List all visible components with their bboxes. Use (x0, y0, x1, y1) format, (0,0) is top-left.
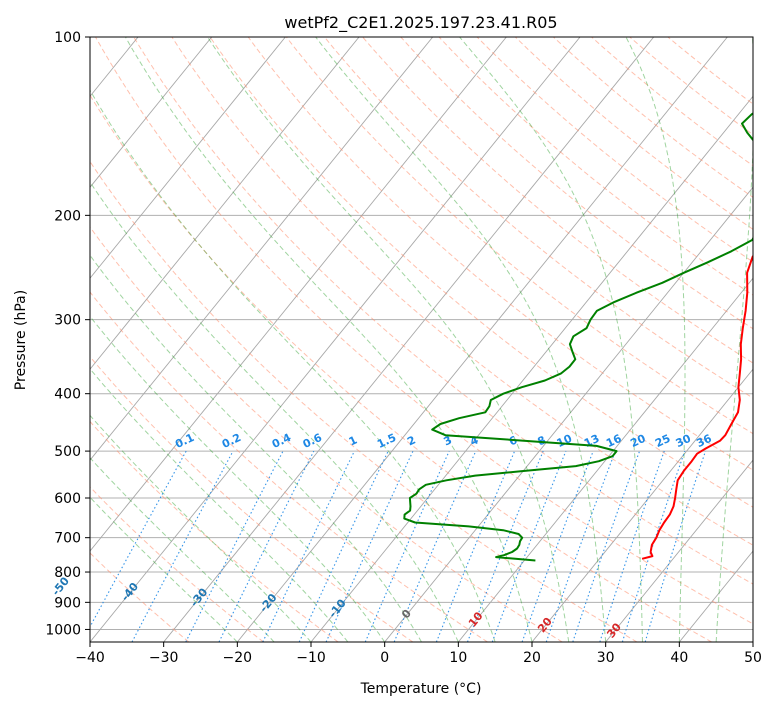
x-axis: −40 −30 −20 −10 0 10 20 30 40 50 (75, 642, 762, 666)
mixing-ratio-line (545, 450, 616, 642)
y-tick-label: 500 (54, 444, 81, 460)
x-axis-label: Temperature (°C) (360, 681, 482, 697)
x-tick-label: 20 (523, 650, 541, 666)
x-tick-label: 50 (744, 650, 762, 666)
isotherm-line (531, 368, 753, 642)
isotherm-line (384, 186, 753, 642)
dry-adiabat (95, 37, 753, 625)
mixing-ratio-line (491, 450, 567, 642)
isotherm-line (90, 37, 434, 461)
mixing-ratio-label: 10 (555, 432, 575, 450)
mixing-ratio-line (621, 450, 686, 642)
moist-adiabat (90, 89, 496, 642)
mixing-ratio-line (521, 450, 594, 642)
y-tick-label: 900 (54, 595, 81, 611)
mixing-ratio-line (185, 450, 284, 642)
isotherm-line (90, 37, 213, 188)
x-tick-label: 30 (597, 650, 615, 666)
y-axis: 100 200 300 400 500 600 700 800 900 1000 (45, 30, 90, 638)
mixing-ratio-line (572, 450, 641, 642)
y-tick-label: 400 (54, 387, 81, 403)
moist-adiabat (207, 37, 570, 642)
mixing-ratio-line (218, 450, 315, 642)
dry-adiabat (247, 37, 753, 471)
isotherm-label: -60 (0, 569, 3, 593)
moist-adiabat (90, 414, 312, 642)
moist-adiabat (90, 254, 422, 642)
mixing-ratio-line (466, 450, 544, 642)
plot-frame (89, 36, 754, 643)
moist-adiabat (90, 181, 459, 642)
x-tick-label: −30 (149, 650, 179, 666)
mixing-ratio-line (393, 450, 477, 642)
x-tick-label: −20 (223, 650, 253, 666)
dry-adiabat (90, 552, 190, 642)
dry-adiabat (90, 420, 339, 642)
moist-adiabat (124, 37, 533, 642)
moist-adiabat (90, 496, 238, 642)
mixing-ratio-line (90, 450, 187, 629)
mixing-ratio-line (644, 450, 707, 642)
isotherm-line (90, 37, 360, 370)
isotherm-line (90, 37, 507, 552)
dry-adiabat (90, 291, 488, 642)
moist-adiabat (90, 457, 275, 642)
background-lines (0, 37, 753, 642)
x-tick-label: 40 (670, 650, 688, 666)
dry-adiabat (133, 37, 753, 585)
mixing-ratio-label: 16 (604, 432, 624, 450)
isotherm-line (90, 37, 581, 642)
isotherm-line (0, 37, 64, 642)
y-tick-label: 800 (54, 565, 81, 581)
mixing-ratio-line (364, 450, 450, 642)
mixing-ratio-label: 30 (674, 432, 694, 450)
dry-adiabat (362, 37, 753, 364)
moist-adiabat (90, 315, 386, 642)
chart-title: wetPf2_C2E1.2025.197.23.41.R05 (284, 13, 557, 33)
mixing-ratio-line (435, 450, 516, 642)
dry-adiabat (90, 355, 414, 642)
dry-adiabat (324, 37, 753, 399)
x-tick-label: −10 (296, 650, 326, 666)
plot-background (90, 37, 753, 642)
x-tick-label: −40 (75, 650, 105, 666)
isotherm-line (605, 459, 753, 642)
sounding-profiles (403, 112, 753, 562)
isotherm-line (457, 277, 753, 642)
y-tick-label: 1000 (45, 622, 81, 638)
mixing-ratio-line (131, 450, 234, 642)
moist-adiabat (625, 37, 686, 642)
y-tick-label: 300 (54, 313, 81, 329)
y-tick-label: 700 (54, 531, 81, 547)
dewpoint-profile (403, 112, 753, 562)
dry-adiabat (438, 37, 753, 296)
y-axis-label: Pressure (hPa) (13, 290, 29, 390)
mixing-ratio-label: 36 (694, 432, 714, 450)
dry-adiabat (90, 226, 563, 642)
y-tick-label: 100 (54, 30, 81, 46)
isotherm-line (163, 37, 655, 642)
dry-adiabat (90, 160, 638, 642)
mixing-ratio-label: 25 (653, 432, 672, 450)
isotherm-line (90, 37, 286, 279)
isotherm-line (752, 641, 753, 642)
temperature-profile (641, 254, 753, 560)
moist-adiabat (459, 37, 643, 642)
x-tick-label: 0 (380, 650, 389, 666)
y-tick-label: 600 (54, 491, 81, 507)
dry-adiabat (90, 94, 712, 642)
dry-adiabat (209, 37, 753, 508)
moist-adiabat (715, 37, 753, 642)
x-tick-label: 10 (449, 650, 467, 666)
isotherm-line (236, 37, 728, 642)
mixing-ratio-label: 20 (628, 432, 648, 450)
y-tick-label: 200 (54, 208, 81, 224)
mixing-ratio-line (599, 450, 665, 642)
moist-adiabat (315, 37, 607, 642)
